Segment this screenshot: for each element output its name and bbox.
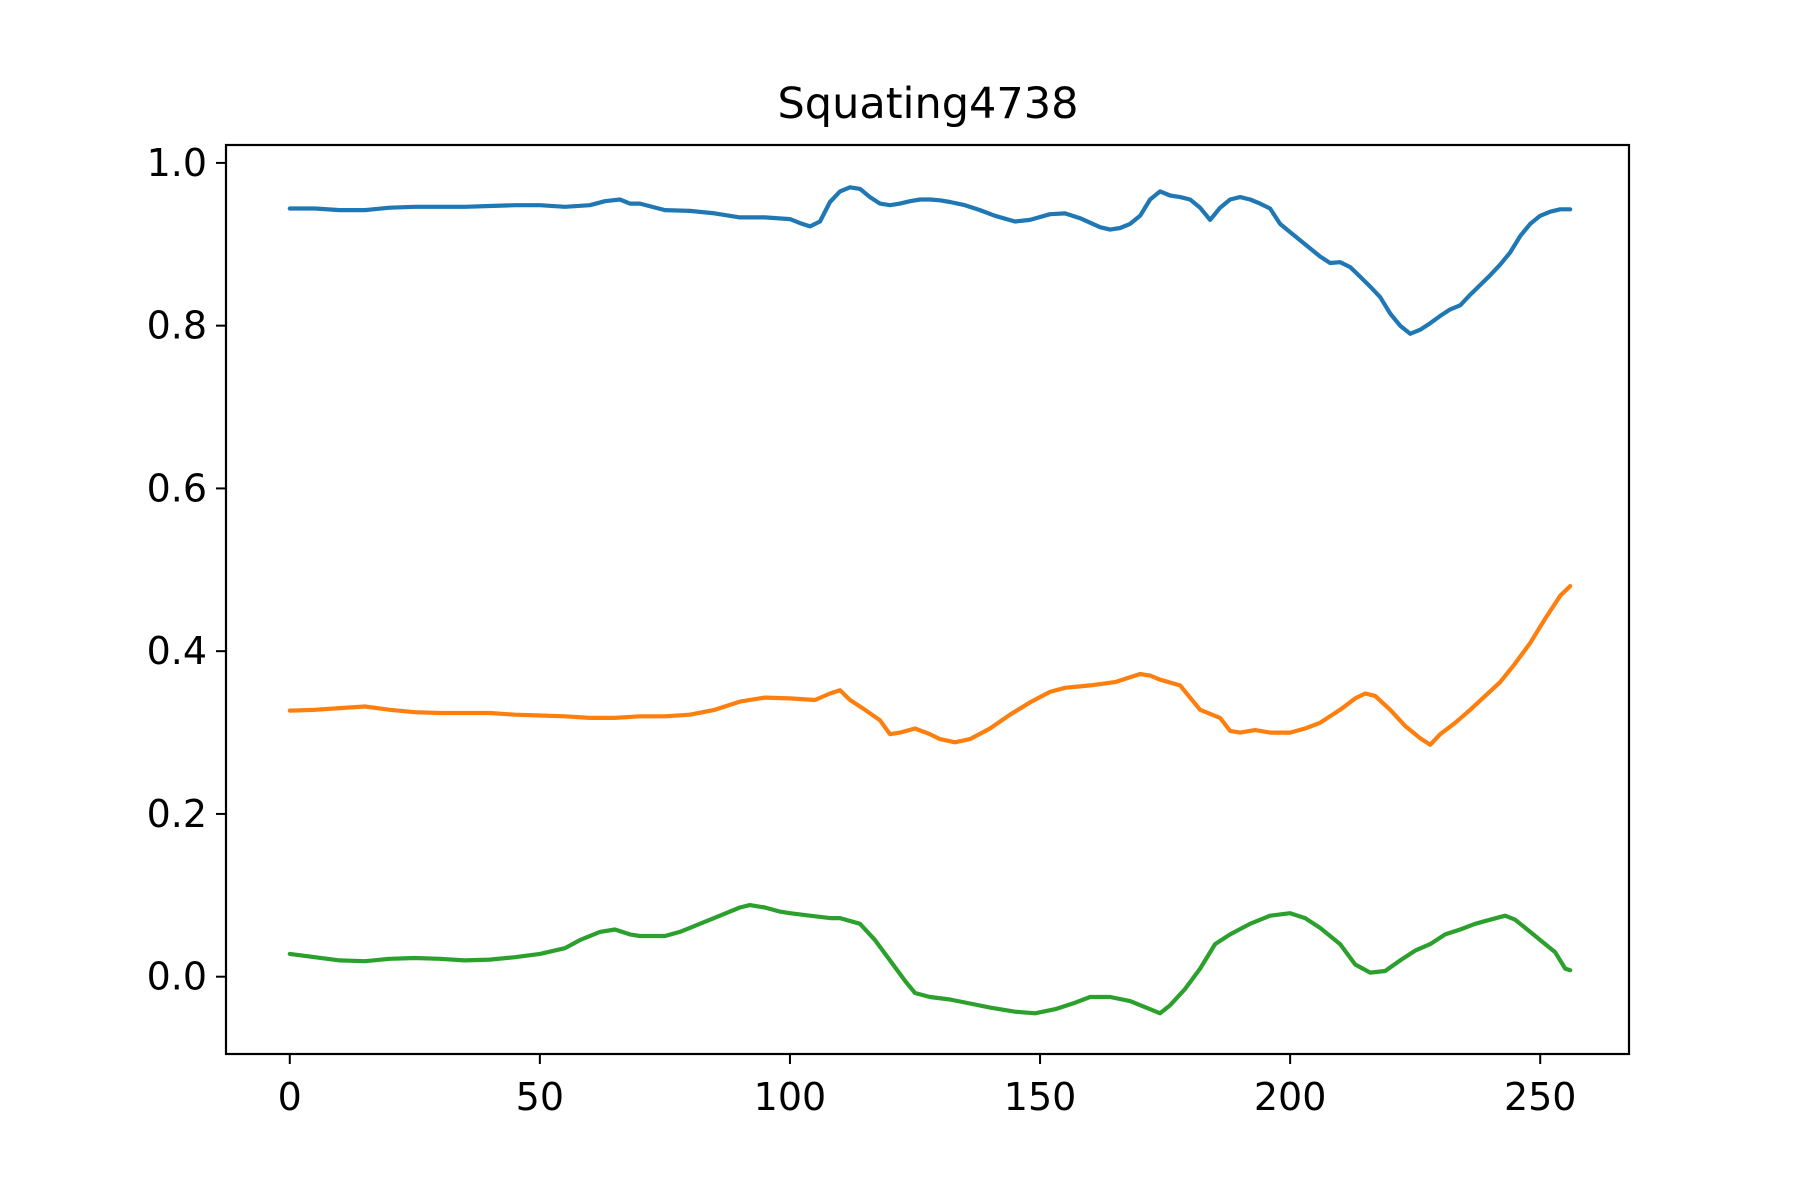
x-tick-label: 250 xyxy=(1504,1075,1577,1119)
y-tick-label: 0.2 xyxy=(147,792,207,836)
x-tick-label: 200 xyxy=(1254,1075,1327,1119)
y-axis: 0.0 0.2 0.4 0.6 0.8 1.0 xyxy=(147,141,226,999)
y-tick-label: 0.8 xyxy=(147,304,207,348)
x-tick-label: 150 xyxy=(1004,1075,1077,1119)
y-tick-label: 0.6 xyxy=(147,466,207,510)
y-tick-label: 0.4 xyxy=(147,629,207,673)
x-axis: 0 50 100 150 200 250 xyxy=(278,1054,1577,1119)
x-tick-label: 100 xyxy=(754,1075,827,1119)
plot-area xyxy=(287,185,1573,1016)
series-line-2 xyxy=(287,584,1573,747)
series-line-3 xyxy=(287,903,1573,1016)
y-tick-label: 0.0 xyxy=(147,955,207,999)
y-tick-label: 1.0 xyxy=(147,141,207,185)
series-line-1 xyxy=(287,185,1573,336)
x-tick-label: 0 xyxy=(278,1075,302,1119)
chart-title: Squating4738 xyxy=(778,79,1079,129)
plot-frame xyxy=(224,143,1631,1056)
x-tick-label: 50 xyxy=(516,1075,564,1119)
